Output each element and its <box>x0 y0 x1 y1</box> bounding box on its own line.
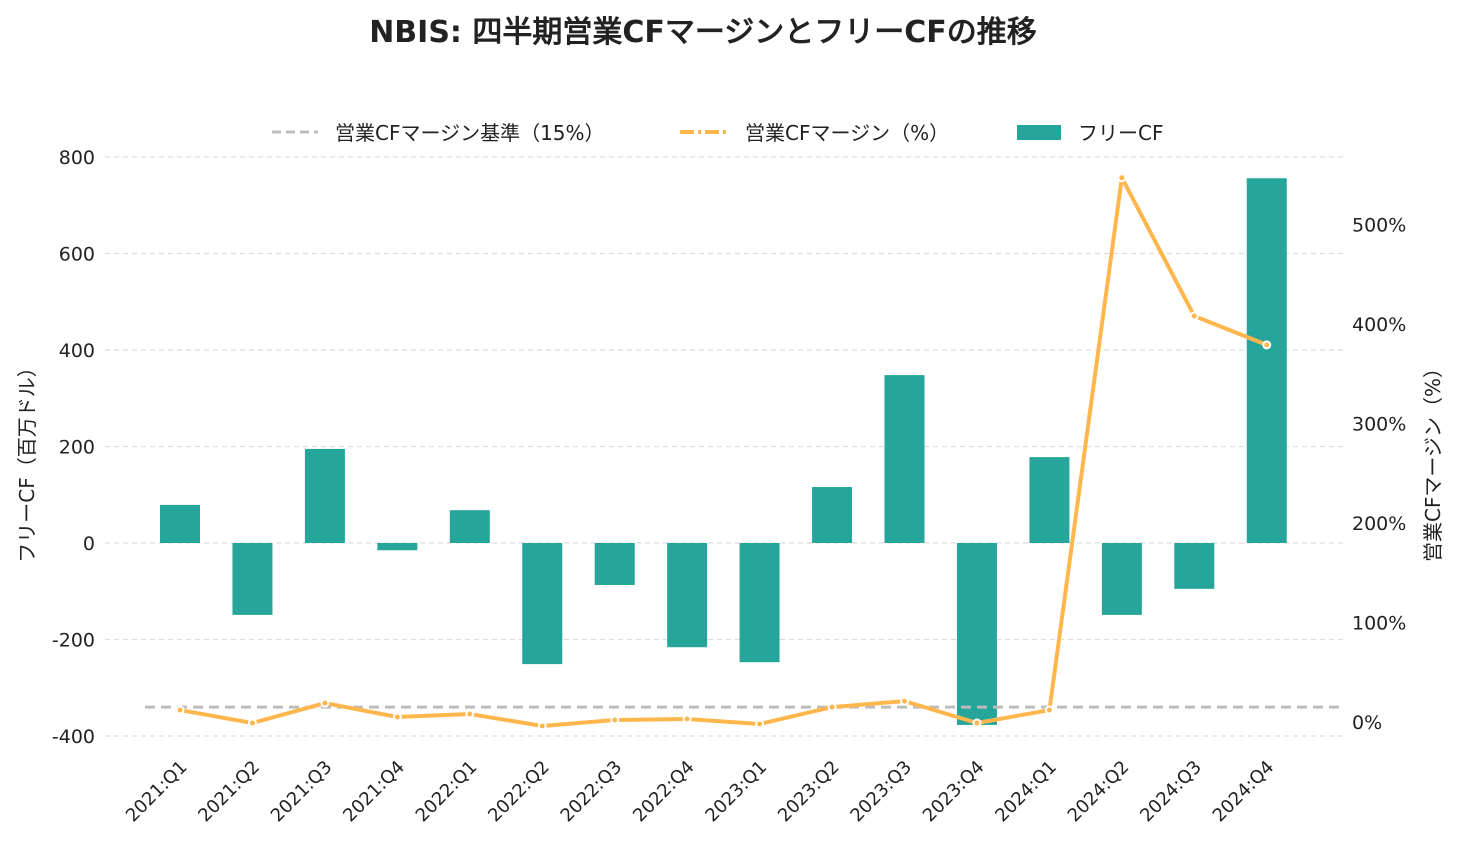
y-axis-left-label: フリーCF（百万ドル） <box>15 357 39 562</box>
y-left-tick-label: 800 <box>59 147 95 169</box>
bar <box>812 487 853 543</box>
bar <box>377 543 418 551</box>
bar <box>522 543 563 665</box>
y-left-tick-label: -200 <box>52 630 95 652</box>
legend-baseline-label: 営業CFマージン基準（15%） <box>335 121 605 145</box>
margin-point <box>537 721 547 731</box>
margin-point <box>682 714 692 724</box>
x-tick-label: 2023:Q2 <box>774 757 844 827</box>
x-tick-label: 2024:Q2 <box>1064 757 1134 827</box>
legend-fcf-swatch <box>1017 125 1061 140</box>
y-left-tick-label: 400 <box>59 340 95 362</box>
bar <box>884 375 925 543</box>
y-left-tick-label: 0 <box>83 533 95 555</box>
bar <box>1029 457 1070 543</box>
margin-line <box>179 175 1268 728</box>
bar <box>1101 543 1142 615</box>
x-tick-label: 2021:Q2 <box>194 757 264 827</box>
x-tick-label: 2024:Q4 <box>1209 757 1279 827</box>
bar <box>594 543 635 585</box>
x-tick-label: 2024:Q1 <box>991 757 1061 827</box>
y-right-tick-label: 200% <box>1352 513 1406 535</box>
legend-fcf-label: フリーCF <box>1078 121 1163 145</box>
margin-point <box>320 698 330 708</box>
bar <box>1174 543 1215 589</box>
bar <box>667 543 708 648</box>
x-tick-label: 2022:Q3 <box>557 757 627 827</box>
legend: 営業CFマージン基準（15%） 営業CFマージン（%） フリーCF <box>272 121 1163 145</box>
bar <box>232 543 273 615</box>
y-right-tick-label: 300% <box>1352 414 1406 436</box>
y-axis-right-label: 営業CFマージン（%） <box>1421 358 1445 562</box>
margin-point <box>1189 311 1199 321</box>
bar <box>739 543 780 663</box>
x-tick-label: 2022:Q1 <box>412 757 482 827</box>
x-tick-label: 2021:Q4 <box>339 757 409 827</box>
y-right-tick-label: 400% <box>1352 314 1406 336</box>
y-right-tick-label: 100% <box>1352 613 1406 635</box>
margin-point <box>247 718 257 728</box>
bar <box>956 543 997 725</box>
x-tick-label: 2021:Q3 <box>267 757 337 827</box>
margin-point <box>610 715 620 725</box>
margin-point <box>1117 173 1127 183</box>
bar <box>160 504 200 543</box>
y-right-tick-label: 0% <box>1352 712 1382 734</box>
x-tick-label: 2024:Q3 <box>1136 757 1206 827</box>
legend-margin-label: 営業CFマージン（%） <box>745 121 949 145</box>
margin-point <box>755 719 765 729</box>
x-tick-label: 2022:Q2 <box>484 757 554 827</box>
x-tick-label: 2023:Q1 <box>701 757 771 827</box>
margin-point <box>392 712 402 722</box>
margin-point <box>175 705 185 715</box>
margin-point <box>465 709 475 719</box>
y-left-tick-label: 200 <box>59 437 95 459</box>
bar <box>1246 178 1287 544</box>
margin-point <box>900 696 909 706</box>
bar <box>449 510 490 543</box>
bar <box>304 448 345 543</box>
margin-point <box>1262 340 1272 350</box>
y-left-tick-label: -400 <box>52 726 95 748</box>
x-tick-label: 2023:Q4 <box>919 757 989 827</box>
y-right-tick-label: 500% <box>1352 215 1406 237</box>
margin-point <box>1044 705 1054 715</box>
x-tick-label: 2022:Q4 <box>629 757 699 827</box>
x-tick-label: 2023:Q3 <box>846 757 916 827</box>
chart-title: NBIS: 四半期営業CFマージンとフリーCFの推移 <box>369 15 1037 50</box>
margin-point <box>972 718 982 728</box>
x-tick-label: 2021:Q1 <box>122 757 192 827</box>
margin-point <box>827 702 837 712</box>
y-left-tick-label: 600 <box>59 244 95 266</box>
